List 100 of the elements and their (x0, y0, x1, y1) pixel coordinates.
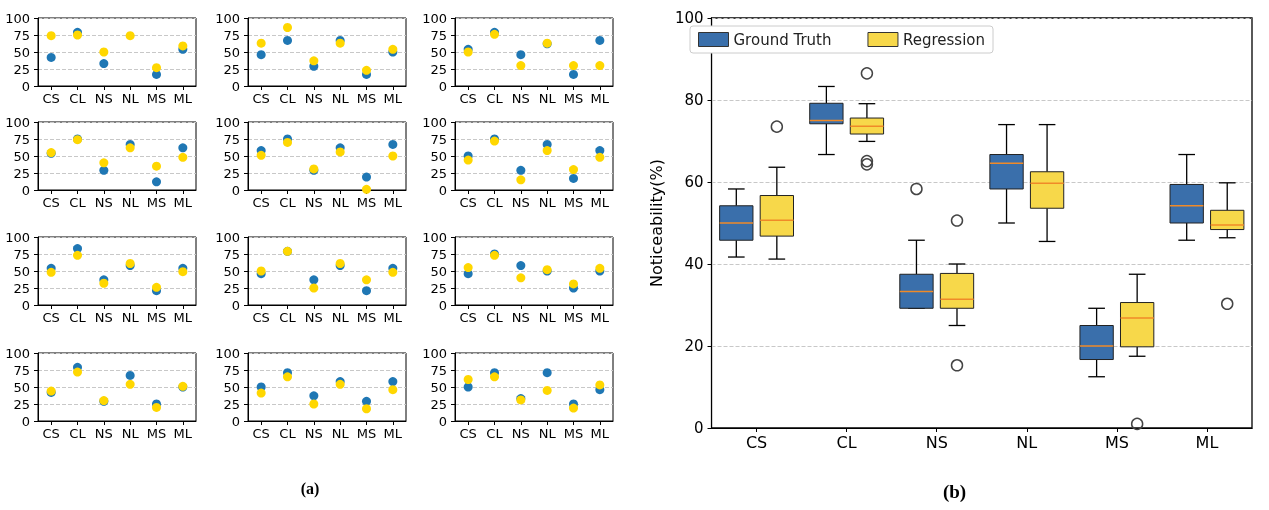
y-tick-label: 25 (223, 280, 240, 296)
x-tick-label: CL (69, 426, 87, 441)
x-tick-label: NL (121, 310, 140, 325)
x-tick-label: ML (590, 91, 610, 106)
x-tick-label: NL (1016, 432, 1038, 452)
x-tick-label: CL (279, 426, 297, 441)
x-tick-label: MS (563, 195, 584, 210)
point (256, 150, 266, 160)
x-tick-label: NL (538, 310, 557, 325)
y-tick-label: 75 (223, 362, 240, 378)
y-tick-label: 25 (223, 165, 240, 181)
x-tick-label: NL (538, 91, 557, 106)
point (542, 146, 552, 156)
x-tick-label: MS (356, 195, 377, 210)
x-tick-label: CL (69, 195, 87, 210)
x-tick-label: CS (745, 432, 768, 452)
x-tick-label: CS (42, 195, 60, 210)
x-tick-label: CS (459, 195, 477, 210)
point (362, 396, 371, 406)
point (73, 367, 82, 377)
point (362, 172, 371, 182)
y-tick-label: 80 (684, 91, 704, 109)
y-tick-label: 25 (223, 61, 240, 77)
point (283, 372, 292, 382)
point (125, 31, 135, 41)
point (283, 35, 292, 45)
point (516, 165, 526, 175)
y-tick-label: 0 (438, 78, 447, 94)
x-tick-label: ML (1195, 432, 1219, 452)
point (178, 267, 188, 277)
y-tick-label: 0 (231, 413, 240, 429)
x-tick-label: CS (252, 310, 270, 325)
point (362, 184, 371, 194)
y-tick-label: 0 (438, 182, 447, 198)
y-tick-label: 100 (422, 10, 447, 26)
x-tick-label: ML (173, 91, 193, 106)
x-tick-label: CL (279, 310, 297, 325)
point (595, 35, 605, 45)
x-tick-label: CS (252, 426, 270, 441)
x-tick-label: MS (356, 91, 377, 106)
point (595, 152, 605, 162)
y-tick-label: 50 (13, 148, 30, 164)
point (595, 61, 605, 71)
y-tick-label: 50 (223, 44, 240, 60)
x-tick-label: CS (459, 426, 477, 441)
y-tick-label: 50 (223, 148, 240, 164)
point (362, 286, 371, 296)
y-tick-label: 75 (13, 362, 30, 378)
y-tick-label: 50 (13, 379, 30, 395)
point (516, 61, 526, 71)
point (516, 261, 526, 271)
point (335, 147, 345, 157)
point (362, 404, 371, 414)
y-tick-label: 0 (231, 297, 240, 313)
y-tick-label: 75 (13, 27, 30, 43)
x-tick-label: ML (590, 426, 610, 441)
x-tick-label: NS (94, 310, 113, 325)
point (463, 263, 473, 273)
y-tick-label: 100 (422, 345, 447, 361)
point (256, 388, 266, 398)
x-tick-label: CS (42, 91, 60, 106)
y-tick-label: 50 (430, 44, 447, 60)
y-tick-label: 75 (223, 131, 240, 147)
x-tick-label: NL (331, 195, 350, 210)
y-tick-label: 0 (21, 297, 30, 313)
x-tick-label: NS (304, 91, 323, 106)
x-tick-label: CS (42, 426, 60, 441)
point (152, 63, 161, 73)
point (152, 161, 161, 171)
point (309, 283, 319, 293)
x-tick-label: CL (486, 426, 504, 441)
point (463, 375, 473, 385)
y-tick-label: 100 (5, 345, 30, 361)
point (569, 279, 578, 289)
point (569, 69, 578, 79)
point (516, 50, 526, 60)
y-tick-label: 25 (13, 61, 30, 77)
y-tick-label: 25 (430, 165, 447, 181)
x-tick-label: ML (383, 195, 403, 210)
x-tick-label: MS (356, 310, 377, 325)
point (542, 385, 552, 395)
x-tick-label: NS (94, 195, 113, 210)
point (99, 158, 109, 168)
y-tick-label: 50 (430, 148, 447, 164)
point (362, 275, 371, 285)
y-tick-label: 100 (5, 229, 30, 245)
y-tick-label: 0 (231, 78, 240, 94)
x-tick-label: MS (563, 91, 584, 106)
point (152, 177, 161, 187)
y-tick-label: 0 (21, 413, 30, 429)
point (125, 143, 135, 153)
x-tick-label: CS (459, 91, 477, 106)
y-tick-label: 25 (430, 396, 447, 412)
y-tick-label: 50 (223, 263, 240, 279)
text: (a) (300, 479, 320, 498)
x-tick-label: MS (563, 310, 584, 325)
legend-label: Ground Truth (733, 30, 832, 49)
y-tick-label: 50 (430, 263, 447, 279)
y-tick-label: 100 (5, 114, 30, 130)
x-tick-label: NS (94, 91, 113, 106)
